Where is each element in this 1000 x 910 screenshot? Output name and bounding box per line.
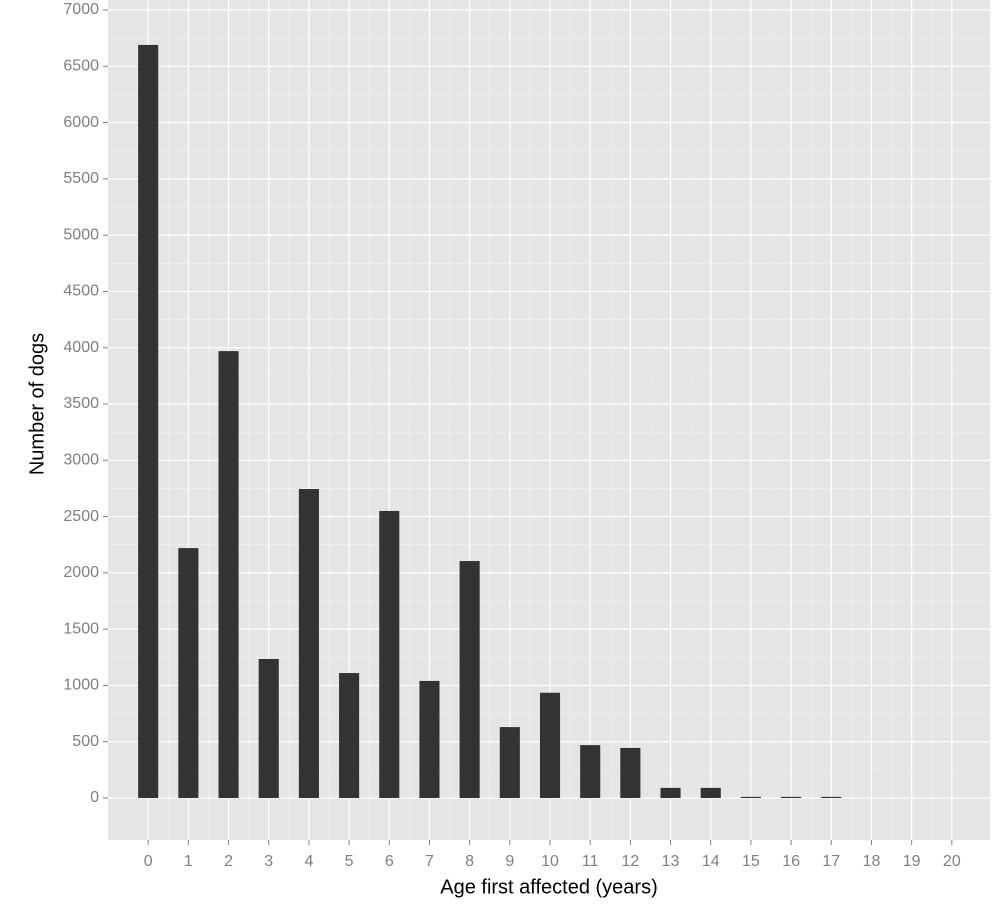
x-tick-label: 6 — [385, 853, 394, 870]
bar — [459, 561, 480, 799]
bar — [258, 658, 279, 799]
bar — [419, 680, 440, 799]
bar — [218, 351, 239, 799]
x-tick-label: 4 — [304, 853, 313, 870]
x-tick-label: 7 — [425, 853, 434, 870]
x-tick-label: 20 — [943, 853, 961, 870]
x-tick-label: 15 — [742, 853, 760, 870]
bar — [821, 796, 842, 799]
y-tick-label: 1000 — [63, 677, 99, 694]
x-tick-label: 5 — [345, 853, 354, 870]
x-tick-label: 19 — [903, 853, 921, 870]
bar — [781, 796, 802, 799]
x-tick-label: 18 — [863, 853, 881, 870]
bar — [499, 727, 520, 799]
x-tick-label: 3 — [264, 853, 273, 870]
x-tick-label: 10 — [541, 853, 559, 870]
bar — [539, 692, 561, 799]
y-tick-label: 2000 — [63, 564, 99, 581]
y-tick-label: 4500 — [63, 283, 99, 300]
x-tick-label: 2 — [224, 853, 233, 870]
bar — [379, 510, 400, 799]
bar — [620, 747, 641, 799]
bar — [138, 44, 159, 799]
bar — [339, 673, 360, 799]
x-tick-label: 13 — [662, 853, 680, 870]
y-tick-label: 4000 — [63, 339, 99, 356]
y-tick-label: 3000 — [63, 452, 99, 469]
x-tick-label: 12 — [621, 853, 639, 870]
y-tick-label: 2500 — [63, 508, 99, 525]
bar — [660, 787, 681, 799]
y-tick-label: 6500 — [63, 58, 99, 75]
y-tick-label: 0 — [90, 789, 99, 806]
y-tick-label: 6000 — [63, 114, 99, 131]
y-tick-label: 3500 — [63, 395, 99, 412]
x-axis-title: Age first affected (years) — [440, 876, 658, 898]
y-tick-label: 1500 — [63, 620, 99, 637]
x-tick-label: 17 — [822, 853, 840, 870]
y-axis-title: Number of dogs — [26, 333, 48, 475]
x-tick-label: 0 — [144, 853, 153, 870]
x-tick-label: 16 — [782, 853, 800, 870]
y-tick-label: 500 — [72, 733, 99, 750]
bar — [178, 548, 199, 799]
y-tick-label: 5500 — [63, 170, 99, 187]
x-tick-label: 9 — [505, 853, 514, 870]
x-tick-label: 11 — [582, 853, 599, 870]
x-tick-label: 8 — [465, 853, 474, 870]
x-tick-label: 1 — [184, 853, 193, 870]
bar — [580, 745, 601, 799]
bar — [298, 489, 319, 799]
y-tick-label: 7000 — [63, 1, 99, 18]
y-tick-label: 5000 — [63, 226, 99, 243]
x-tick-label: 14 — [702, 853, 720, 870]
bar — [740, 796, 761, 799]
bar — [700, 787, 721, 799]
